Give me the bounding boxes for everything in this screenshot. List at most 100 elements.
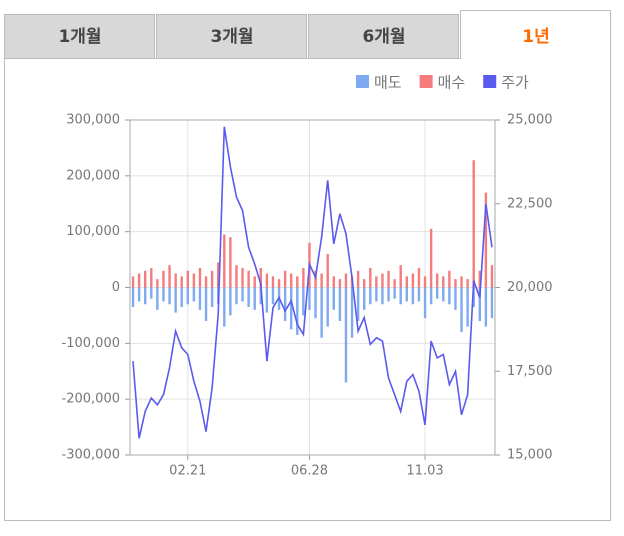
y-tick-label: 100,000 [66,224,120,239]
x-tick-label: 11.03 [406,464,443,479]
y-tick-label: 300,000 [66,113,120,128]
bar [168,265,171,288]
bar [235,287,238,305]
bar [162,270,165,288]
bar [131,287,135,308]
bar [399,265,402,288]
bar [381,287,384,305]
legend-label: 주가 [501,74,529,92]
bar [436,273,439,288]
y2-tick-label: 20,000 [507,280,553,295]
bar [375,276,378,288]
bar [241,267,244,288]
bar [265,287,269,313]
tab-label[interactable]: 1년 [522,27,549,47]
bar [314,287,317,319]
bar [356,287,360,321]
bar [229,237,232,288]
x-tick-label: 02.21 [169,464,206,479]
tab-label[interactable]: 1개월 [58,27,101,47]
bar [484,192,488,288]
y-tick-label: 0 [112,280,120,295]
bar [296,276,299,288]
bar [180,287,183,308]
bar [192,287,196,302]
bar [168,287,171,305]
bar [363,287,366,310]
bar [356,270,360,288]
bar [381,273,384,288]
bar [210,287,214,308]
bar [150,267,153,288]
tab[interactable] [156,14,307,59]
bar [393,279,396,288]
bar [399,287,402,305]
bar [472,287,475,308]
bar [393,287,396,299]
legend-label: 매도 [374,74,402,92]
bar [332,287,335,310]
bar [344,273,348,288]
bar [290,273,293,288]
bar [484,287,488,327]
legend-swatch [419,75,433,88]
bar [247,270,250,288]
bar [156,279,159,288]
bar [144,287,147,305]
bar [271,287,275,305]
bar [174,273,177,288]
bar [144,270,147,288]
bar [156,287,159,310]
tab[interactable] [4,14,155,59]
bar [466,279,469,288]
bar [235,265,238,288]
bar [229,287,232,316]
tab-label[interactable]: 3개월 [210,27,253,47]
y2-tick-label: 17,500 [507,364,553,379]
bar [204,276,208,288]
legend-swatch [483,75,497,88]
bar [344,287,348,383]
bar [283,287,287,321]
bar [490,265,494,288]
tab[interactable] [308,14,459,59]
x-tick-label: 06.28 [291,464,328,479]
bar [332,276,335,288]
y-tick-label: 200,000 [66,168,120,183]
bar [150,287,153,299]
bar [417,287,421,302]
bar [180,276,183,288]
bar [277,279,281,288]
y-tick-label: -200,000 [62,392,120,407]
bar [253,276,256,288]
bar [223,234,226,288]
bar [320,273,323,288]
y2-tick-label: 22,500 [507,196,553,211]
bar [308,287,311,310]
bar [478,287,481,321]
bar [210,270,214,288]
bar [223,287,226,327]
tab[interactable] [460,10,611,59]
bar [350,287,354,338]
bar [472,160,475,288]
bar [478,270,481,288]
bar [490,287,494,319]
bar [186,270,189,288]
bar [369,267,372,288]
tab-label[interactable]: 6개월 [362,27,405,47]
price-line [132,126,493,439]
bar [369,287,372,305]
bar [442,276,445,288]
bar [387,287,390,302]
bar [338,287,342,321]
bar [204,287,208,321]
bar [448,270,451,288]
bar [460,287,463,333]
bar [375,287,378,302]
bar [338,279,342,288]
plot: -300,000 -200,000 -100,000 0 100,000 200,000 3… [62,74,553,479]
bar [466,287,469,327]
y-tick-label: -300,000 [62,448,120,463]
